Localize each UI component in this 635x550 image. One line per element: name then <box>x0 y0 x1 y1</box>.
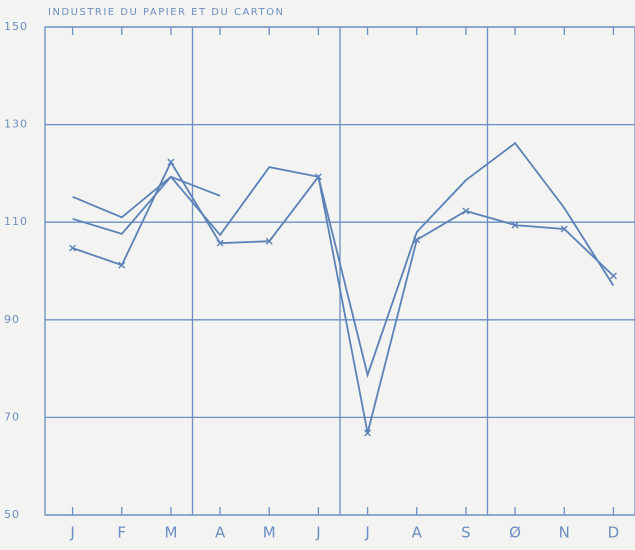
point-marker <box>511 221 519 229</box>
point-marker <box>413 236 421 244</box>
point-marker <box>609 272 617 280</box>
point-marker <box>364 429 372 437</box>
y-tick-label: 90 <box>4 313 20 326</box>
chart-title: INDUSTRIE DU PAPIER ET DU CARTON <box>48 7 284 18</box>
x-tick-label: M <box>263 524 276 542</box>
x-tick-label: M <box>164 524 177 542</box>
y-tick-label: 110 <box>4 215 28 228</box>
x-tick-label: A <box>412 524 423 542</box>
x-tick-label: J <box>364 524 369 542</box>
y-tick-label: 70 <box>4 410 20 423</box>
x-tick-label: J <box>69 524 74 542</box>
x-tick-label: S <box>461 524 471 542</box>
y-tick-label: 50 <box>4 508 20 521</box>
x-tick-label: D <box>608 524 620 542</box>
point-marker <box>216 239 224 247</box>
point-marker <box>462 207 470 215</box>
point-marker <box>69 244 77 252</box>
series-line <box>72 175 221 235</box>
x-tick-label: J <box>315 524 320 542</box>
series-line <box>72 160 615 434</box>
x-tick-label: A <box>215 524 226 542</box>
x-tick-label: F <box>117 524 126 542</box>
series-line <box>72 141 615 379</box>
point-marker <box>118 261 126 269</box>
x-tick-label: N <box>559 524 570 542</box>
x-tick-label: Ø <box>509 524 521 542</box>
point-marker <box>265 237 273 245</box>
y-tick-label: 150 <box>4 20 28 33</box>
point-marker <box>167 158 175 166</box>
point-marker <box>314 173 322 181</box>
y-tick-label: 130 <box>4 118 28 131</box>
point-marker <box>560 225 568 233</box>
